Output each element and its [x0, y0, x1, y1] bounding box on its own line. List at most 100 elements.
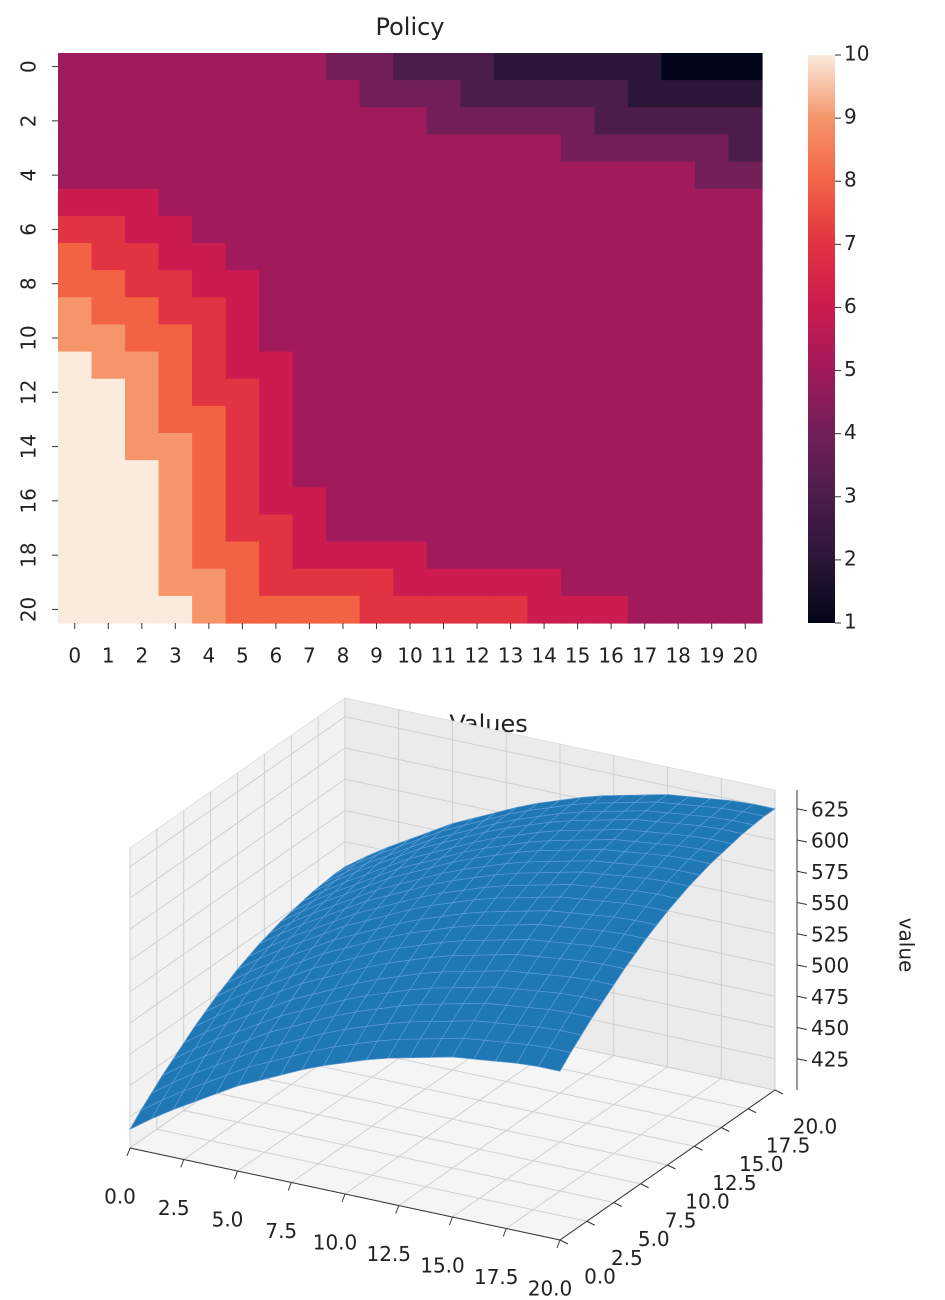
heatmap-cell: [694, 460, 730, 488]
z-tick-label: 500: [811, 954, 849, 978]
heatmap-cell: [292, 568, 327, 597]
heatmap-cell: [192, 460, 227, 488]
heatmap-cell: [158, 107, 193, 136]
heatmap-cell: [426, 433, 461, 461]
y-tick: [586, 1220, 596, 1226]
grid-line: [129, 716, 346, 868]
x-tick-label: 0: [68, 644, 81, 668]
heatmap-cell: [91, 487, 126, 516]
x-tick: [556, 1239, 561, 1249]
heatmap-cell: [259, 405, 294, 434]
heatmap-cell: [292, 324, 327, 353]
heatmap-cell: [493, 433, 528, 461]
heatmap-cell: [158, 514, 193, 543]
heatmap-cell: [527, 487, 562, 516]
heatmap-cell: [158, 568, 193, 597]
heatmap-cell: [58, 595, 93, 624]
heatmap-cell: [627, 270, 663, 298]
x-tick-label: 0.0: [104, 1185, 136, 1209]
heatmap-cell: [728, 243, 763, 271]
heatmap-cell: [460, 270, 495, 298]
heatmap-cell: [426, 460, 461, 488]
y-tick-label: 8: [17, 277, 41, 290]
heatmap-cell: [326, 487, 361, 516]
heatmap-cell: [560, 297, 595, 326]
y-tick: [774, 1089, 784, 1095]
heatmap-cell: [225, 161, 260, 190]
heatmap-cell: [326, 433, 361, 461]
heatmap-cell: [192, 188, 227, 217]
x-tick-label: 13: [498, 644, 523, 668]
heatmap-cell: [58, 487, 93, 516]
colorbar-tick-label: 9: [844, 105, 857, 129]
heatmap-cell: [91, 270, 126, 298]
x-tick: [449, 1216, 453, 1226]
heatmap-cell: [292, 161, 327, 190]
heatmap-cell: [393, 270, 428, 298]
heatmap-cell: [527, 107, 562, 136]
heatmap-cell: [661, 53, 696, 81]
heatmap-cell: [125, 351, 160, 380]
heatmap-cell: [728, 107, 763, 136]
x-tick-label: 17.5: [474, 1265, 519, 1289]
colorbar-tick-label: 6: [844, 294, 857, 318]
y-tick-label: 15.0: [739, 1152, 784, 1176]
heatmap-cell: [527, 324, 562, 353]
heatmap-cell: [359, 107, 394, 136]
heatmap-cell: [292, 405, 327, 434]
heatmap-cell: [58, 107, 93, 136]
axis-line: [129, 1147, 561, 1241]
heatmap-cell: [393, 541, 428, 570]
heatmap-cell: [426, 297, 461, 326]
heatmap-cell: [393, 568, 428, 597]
heatmap-cell: [493, 270, 528, 298]
heatmap-cell: [359, 487, 394, 516]
heatmap-cell: [158, 53, 193, 81]
heatmap-cell: [728, 595, 763, 624]
heatmap-cell: [192, 324, 227, 353]
heatmap-cell: [728, 324, 763, 353]
heatmap-cell: [393, 378, 428, 407]
heatmap-cell: [91, 297, 126, 326]
heatmap-cell: [694, 324, 730, 353]
heatmap-cell: [728, 405, 763, 434]
heatmap-cell: [326, 107, 361, 136]
heatmap-cell: [560, 514, 595, 543]
heatmap-cell: [594, 351, 629, 380]
heatmap-cell: [493, 161, 528, 190]
heatmap-cell: [225, 433, 260, 461]
heatmap-cell: [594, 270, 629, 298]
grid-line: [129, 778, 346, 930]
x-tick: [126, 1147, 131, 1157]
heatmap-cell: [460, 134, 495, 163]
heatmap-cell: [594, 107, 629, 136]
heatmap-cell: [627, 433, 663, 461]
heatmap-cell: [192, 53, 227, 81]
heatmap-cell: [225, 270, 260, 298]
heatmap-cell: [58, 433, 93, 461]
y-tick-label: 0.0: [584, 1265, 616, 1289]
heatmap-cell: [393, 297, 428, 326]
heatmap-cell: [125, 107, 160, 136]
heatmap-cell: [58, 80, 93, 108]
y-tick-label: 7.5: [665, 1208, 697, 1232]
heatmap-cell: [661, 324, 696, 353]
x-tick-label: 5: [236, 644, 249, 668]
heatmap-cell: [58, 324, 93, 353]
y-tick-label: 10.0: [685, 1190, 730, 1214]
heatmap-cell: [493, 324, 528, 353]
heatmap-cell: [661, 460, 696, 488]
heatmap-cell: [460, 487, 495, 516]
colorbar-tick-label: 3: [844, 483, 857, 507]
heatmap-cell: [426, 405, 461, 434]
heatmap-cell: [359, 53, 394, 81]
heatmap-cell: [694, 568, 730, 597]
x-tick-label: 15.0: [420, 1254, 465, 1278]
heatmap-cell: [359, 215, 394, 244]
heatmap-cell: [460, 595, 495, 624]
heatmap-cell: [594, 595, 629, 624]
heatmap-cell: [125, 514, 160, 543]
heatmap-cell: [661, 487, 696, 516]
heatmap-cell: [225, 378, 260, 407]
colorbar-tick-label: 7: [844, 231, 857, 255]
